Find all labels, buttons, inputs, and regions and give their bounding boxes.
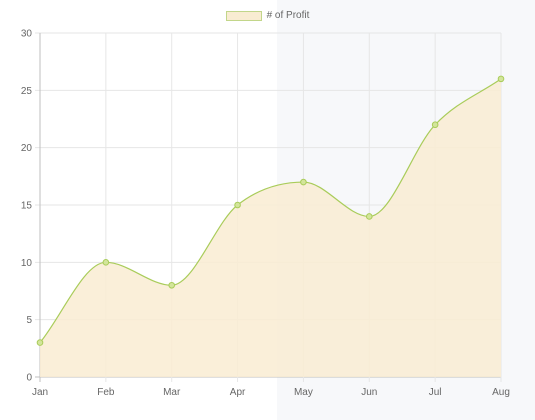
data-point[interactable] [301,179,307,185]
y-tick-label: 15 [21,201,33,212]
data-point[interactable] [235,202,241,208]
x-tick-label: Mar [163,387,181,398]
y-tick-label: 30 [21,29,33,40]
x-tick-label: May [294,387,313,398]
data-point[interactable] [432,122,438,128]
area-fill [40,79,501,377]
x-tick-label: Aug [492,387,510,398]
y-tick-label: 0 [26,373,32,384]
y-tick-label: 25 [21,86,33,97]
data-point[interactable] [366,214,372,220]
y-tick-label: 5 [26,315,32,326]
data-point[interactable] [37,340,43,346]
data-point[interactable] [103,260,109,266]
x-tick-label: Apr [230,387,246,398]
x-tick-label: Feb [97,387,115,398]
y-tick-label: 10 [21,258,33,269]
x-tick-label: Jan [32,387,48,398]
x-tick-label: Jun [361,387,377,398]
x-tick-label: Jul [429,387,442,398]
y-tick-label: 20 [21,143,33,154]
data-point[interactable] [169,282,175,288]
data-point[interactable] [498,76,504,82]
